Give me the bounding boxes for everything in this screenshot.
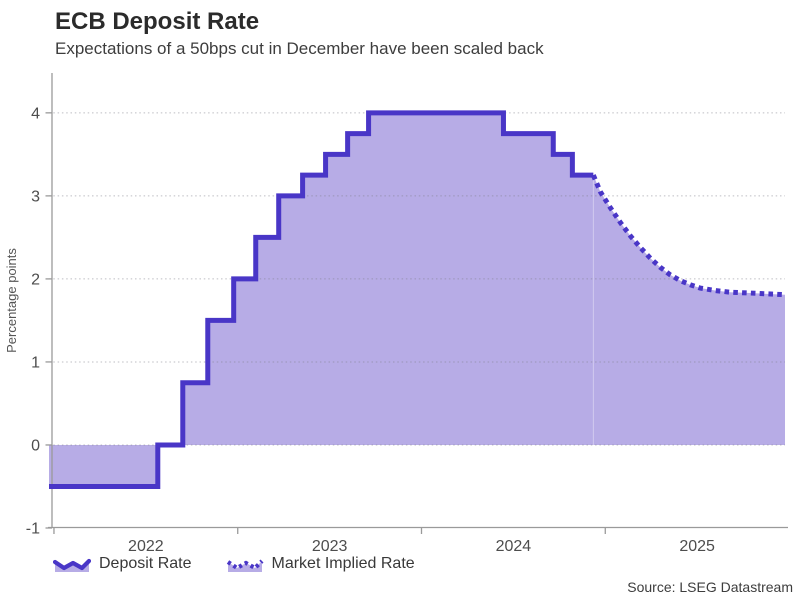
legend-item-market-implied-rate: Market Implied Rate bbox=[226, 555, 415, 573]
chart-legend: Deposit Rate Market Implied Rate bbox=[53, 555, 415, 573]
legend-label-market-implied-rate: Market Implied Rate bbox=[271, 555, 415, 572]
deposit-rate-line bbox=[49, 110, 594, 489]
deposit-rate-swatch-icon bbox=[53, 558, 91, 572]
y-tick-label: 2 bbox=[31, 271, 40, 288]
legend-item-deposit-rate: Deposit Rate bbox=[53, 555, 192, 573]
y-axis-title: Percentage points bbox=[4, 248, 19, 353]
x-tick-label: 2025 bbox=[679, 538, 715, 555]
x-tick-label: 2024 bbox=[496, 538, 532, 555]
market-implied-rate-swatch-icon bbox=[226, 559, 263, 572]
y-tick-label: 0 bbox=[31, 437, 40, 454]
page-subtitle: Expectations of a 50bps cut in December … bbox=[55, 39, 544, 58]
page-title: ECB Deposit Rate bbox=[55, 8, 260, 35]
market-implied-rate-line bbox=[591, 174, 786, 298]
market-implied-area bbox=[593, 175, 785, 445]
y-tick-label: 4 bbox=[31, 105, 40, 122]
y-tick-label: -1 bbox=[26, 521, 40, 538]
source-credit: Source: LSEG Datastream bbox=[627, 579, 793, 595]
y-tick-label: 3 bbox=[31, 188, 40, 205]
legend-label-deposit-rate: Deposit Rate bbox=[99, 555, 192, 572]
x-tick-label: 2023 bbox=[312, 538, 348, 555]
x-tick-label: 2022 bbox=[128, 538, 164, 555]
y-tick-label: 1 bbox=[31, 354, 40, 371]
deposit-rate-area bbox=[49, 112, 594, 487]
